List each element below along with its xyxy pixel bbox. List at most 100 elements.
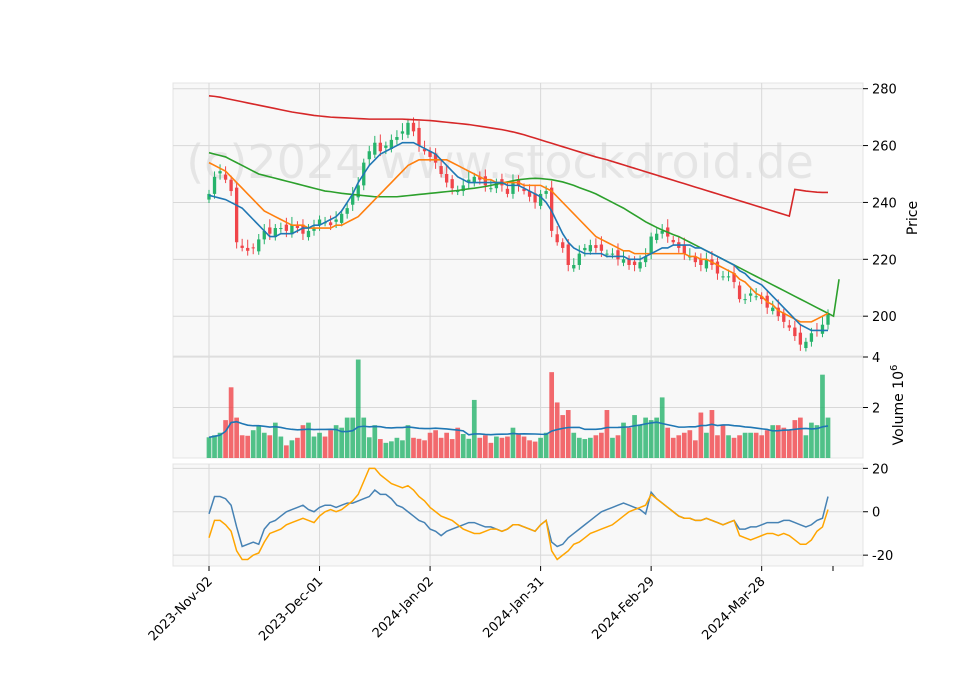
candle-body: [660, 230, 664, 234]
candle-body: [511, 182, 515, 194]
volume-bar: [565, 410, 571, 458]
price-line-sma10: [208, 141, 828, 332]
candle-body: [820, 324, 825, 334]
candle-body: [444, 174, 449, 183]
volume-bar: [311, 436, 317, 458]
candle-body: [682, 244, 686, 254]
volume-bar: [422, 440, 427, 458]
volume-bar: [654, 417, 660, 458]
volume-bar: [234, 417, 239, 458]
price-line-sma200: [208, 95, 828, 218]
volume-bar: [488, 442, 494, 458]
volume-bar: [389, 441, 394, 458]
volume-bar: [687, 430, 693, 458]
volume-bar: [820, 374, 825, 458]
price-axis-title: Price: [905, 201, 921, 235]
candle-body: [704, 259, 709, 269]
volume-bar: [582, 439, 588, 458]
candle-body: [771, 307, 775, 312]
volume-bar: [527, 440, 532, 458]
volume-bar: [604, 410, 610, 458]
volume-bar: [737, 435, 742, 458]
candle-body: [616, 250, 620, 260]
volume-bar: [405, 425, 411, 458]
volume-bar: [444, 432, 450, 458]
candle-body: [798, 332, 803, 345]
candle-body: [246, 247, 250, 251]
candle-body: [638, 262, 642, 269]
volume-bar: [284, 445, 289, 458]
candle-body: [472, 176, 476, 184]
candle-body: [389, 139, 394, 149]
volume-bar: [344, 417, 350, 458]
volume-bar: [455, 427, 461, 458]
candle-body: [793, 327, 797, 337]
volume-bar: [587, 437, 593, 458]
volume-bar: [632, 415, 637, 458]
candle-body: [715, 261, 720, 274]
volume-bar: [593, 435, 599, 458]
candle-body: [693, 256, 698, 263]
candle-body: [748, 293, 753, 296]
candle-body: [212, 176, 217, 194]
volume-bar: [731, 437, 737, 458]
candle-body: [334, 219, 338, 222]
candle-body: [411, 122, 416, 132]
candle-body: [782, 312, 786, 322]
volume-bar: [394, 437, 400, 458]
volume-bar: [223, 420, 228, 458]
volume-bar: [538, 437, 543, 458]
volume-bar: [339, 427, 344, 458]
volume-bar: [239, 435, 245, 458]
volume-bar: [770, 425, 776, 458]
candle-body: [273, 228, 277, 238]
candle-body: [417, 127, 421, 146]
volume-ma-line: [208, 420, 829, 439]
panel-background-3: [172, 463, 864, 567]
volume-bar: [272, 422, 278, 458]
volume-bar: [366, 437, 372, 458]
volume-bar: [460, 434, 466, 458]
volume-bar: [267, 435, 273, 458]
volume-ytick-label: 2: [872, 402, 880, 417]
candle-body: [428, 151, 432, 157]
oscillator-line-2: [208, 467, 829, 561]
candle-body: [599, 244, 604, 251]
candle-body: [494, 182, 499, 189]
volume-bar: [571, 432, 577, 458]
volume-bar: [643, 417, 648, 458]
volume-bar: [206, 437, 212, 458]
candle-body: [478, 176, 482, 180]
candle-body: [218, 171, 222, 174]
volume-bar: [328, 430, 333, 458]
volume-bar: [786, 430, 792, 458]
osc-ytick-label: 20: [872, 462, 889, 477]
candle-body: [234, 187, 239, 243]
candle-body: [583, 247, 587, 251]
volume-bar: [709, 410, 715, 458]
candle-body: [422, 148, 427, 152]
candle-body: [268, 227, 272, 234]
volume-bar: [742, 432, 748, 458]
volume-bar: [792, 420, 798, 458]
candle-body: [527, 191, 532, 197]
volume-bar: [521, 436, 527, 458]
candle-body: [621, 259, 626, 263]
volume-bar: [715, 435, 720, 458]
volume-bar: [753, 432, 759, 458]
candle-body: [317, 219, 322, 225]
candle-body: [290, 225, 294, 235]
candle-body: [721, 276, 725, 278]
volume-bar: [510, 427, 516, 458]
volume-bar: [289, 440, 295, 458]
volume-axis-exponent: 6: [889, 365, 900, 371]
panel-background-1: [172, 82, 864, 357]
volume-bar: [621, 422, 626, 458]
volume-bar: [438, 437, 444, 458]
candle-body: [732, 272, 736, 283]
candle-body: [544, 191, 548, 194]
candle-body: [572, 265, 576, 269]
volume-bar: [361, 417, 367, 458]
